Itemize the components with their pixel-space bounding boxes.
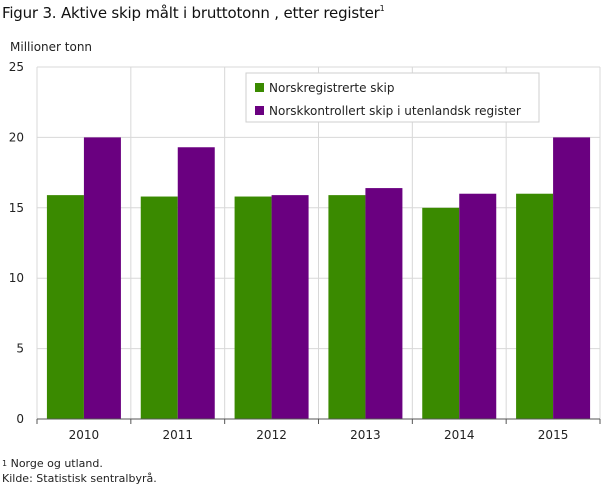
chart-title-text: Figur 3. Aktive skip målt i bruttotonn ,… <box>2 4 380 22</box>
title-footnote-marker: 1 <box>379 4 385 13</box>
x-tick-label: 2014 <box>444 428 475 442</box>
legend-label-norskregistrerte: Norskregistrerte skip <box>269 81 394 95</box>
x-tick-label: 2013 <box>350 428 381 442</box>
x-tick-label: 2011 <box>162 428 193 442</box>
footnote-text: Norge og utland. <box>7 457 103 470</box>
x-tick-label: 2012 <box>256 428 287 442</box>
bar-norskkontrollert <box>365 188 403 419</box>
y-tick-label: 0 <box>16 412 24 426</box>
bar-norskkontrollert <box>83 137 121 419</box>
bar-norskregistrerte <box>140 196 178 419</box>
bar-norskregistrerte <box>516 193 554 419</box>
y-axis-unit-label: Millioner tonn <box>10 40 93 54</box>
bar-norskkontrollert <box>177 147 215 420</box>
legend-label-norskkontrollert: Norskkontrollert skip i utenlandsk regis… <box>269 104 521 118</box>
y-tick-label: 5 <box>16 342 24 356</box>
chart-title: Figur 3. Aktive skip målt i bruttotonn ,… <box>2 4 385 22</box>
footnote-line: 1 Norge og utland. <box>2 456 157 471</box>
legend-box <box>245 72 540 123</box>
bars <box>46 137 591 420</box>
bar-norskregistrerte <box>234 196 272 419</box>
y-tick-label: 25 <box>9 60 24 74</box>
bar-norskkontrollert <box>459 193 497 419</box>
legend-swatch-norskregistrerte <box>255 83 264 92</box>
bar-norskkontrollert <box>553 137 591 419</box>
source-text: Kilde: Statistisk sentralbyrå. <box>2 472 157 485</box>
axes: 0 5 10 15 20 25 2010 2011 2012 2013 2014 2015 <box>9 60 601 442</box>
y-tick-label: 15 <box>9 201 24 215</box>
legend-swatch-norskkontrollert <box>255 106 264 115</box>
x-tick-label: 2015 <box>538 428 569 442</box>
bar-norskregistrerte <box>46 195 84 419</box>
bar-norskregistrerte <box>422 207 460 419</box>
bar-norskregistrerte <box>328 195 366 419</box>
y-tick-label: 20 <box>9 130 24 144</box>
y-tick-label: 10 <box>9 271 24 285</box>
footnote: 1 Norge og utland. Kilde: Statistisk sen… <box>2 456 157 486</box>
gridlines <box>36 66 601 419</box>
footnote-marker: 1 <box>2 459 8 468</box>
bar-norskkontrollert <box>271 195 309 419</box>
legend: Norskregistrerte skip Norskkontrollert sk… <box>245 72 540 123</box>
x-tick-label: 2010 <box>69 428 100 442</box>
